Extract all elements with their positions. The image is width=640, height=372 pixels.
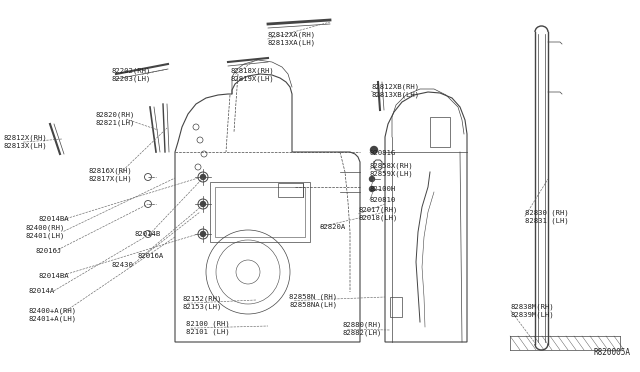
Text: 82816X(RH)
82817X(LH): 82816X(RH) 82817X(LH) (88, 168, 132, 182)
Text: 82014B: 82014B (134, 231, 161, 237)
Text: R820005A: R820005A (593, 348, 630, 357)
Text: 82014BA: 82014BA (38, 217, 69, 222)
Text: 82100H: 82100H (370, 186, 396, 192)
Bar (210, 182, 310, 242)
Text: 82820(RH)
82821(LH): 82820(RH) 82821(LH) (96, 112, 136, 126)
Text: 82430: 82430 (112, 262, 134, 268)
Text: 82016J: 82016J (35, 248, 61, 254)
Text: 82820A: 82820A (320, 224, 346, 230)
Text: 82400(RH)
82401(LH): 82400(RH) 82401(LH) (26, 224, 65, 238)
Text: 82830 (RH)
82831 (LH): 82830 (RH) 82831 (LH) (525, 209, 568, 224)
Text: 82812X(RH)
82813X(LH): 82812X(RH) 82813X(LH) (3, 135, 47, 149)
Text: 82202(RH)
82203(LH): 82202(RH) 82203(LH) (112, 67, 152, 81)
Text: 82017(RH)
82018(LH): 82017(RH) 82018(LH) (358, 207, 398, 221)
Circle shape (369, 186, 374, 192)
Text: 82818X(RH)
82819X(LH): 82818X(RH) 82819X(LH) (230, 67, 274, 81)
Text: 82812XA(RH)
82813XA(LH): 82812XA(RH) 82813XA(LH) (268, 32, 316, 46)
Text: 82152(RH)
82153(LH): 82152(RH) 82153(LH) (182, 296, 222, 310)
Text: 82838M(RH)
82839M(LH): 82838M(RH) 82839M(LH) (511, 304, 554, 318)
Circle shape (200, 231, 205, 237)
Text: 82014A: 82014A (29, 288, 55, 294)
Bar (430, 117, 450, 147)
Circle shape (200, 174, 205, 180)
Text: 82081G: 82081G (370, 150, 396, 155)
Text: 82880(RH)
82882(LH): 82880(RH) 82882(LH) (342, 322, 382, 336)
Text: 82100 (RH)
82101 (LH): 82100 (RH) 82101 (LH) (186, 321, 229, 335)
Text: 82858N (RH)
82858NA(LH): 82858N (RH) 82858NA(LH) (289, 294, 337, 308)
Text: 82016A: 82016A (138, 253, 164, 259)
Bar (278, 183, 303, 197)
Circle shape (371, 147, 378, 154)
Bar (215, 187, 305, 237)
Text: 82014BA: 82014BA (38, 273, 69, 279)
Text: 82400+A(RH)
82401+A(LH): 82400+A(RH) 82401+A(LH) (29, 307, 77, 321)
Circle shape (369, 176, 374, 182)
Bar (390, 297, 402, 317)
Text: 82812XB(RH)
82813XB(LH): 82812XB(RH) 82813XB(LH) (371, 84, 419, 98)
Text: 82858X(RH)
82859X(LH): 82858X(RH) 82859X(LH) (370, 162, 413, 176)
Text: 820810: 820810 (370, 197, 396, 203)
Circle shape (200, 202, 205, 206)
